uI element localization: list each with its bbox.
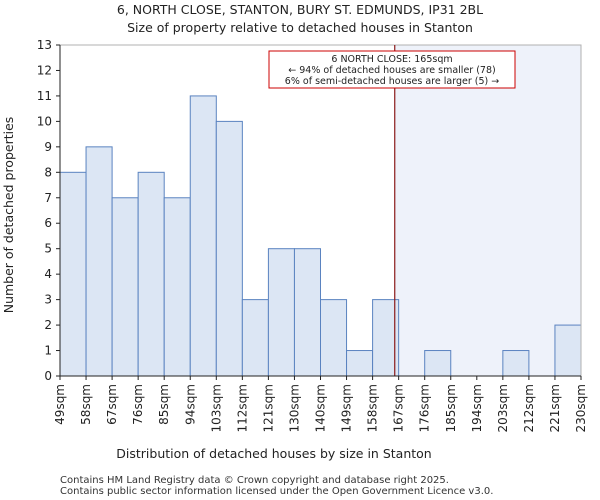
x-tick-label: 203sqm [496,384,510,432]
footer-line-1: Contains HM Land Registry data © Crown c… [60,475,449,486]
x-tick-label: 194sqm [470,384,484,432]
bar-130sqm [293,248,322,377]
y-tick-label: 8 [44,165,52,179]
x-tick-label: 149sqm [340,384,354,432]
footer-line-2: Contains public sector information licen… [60,486,493,497]
annotation-box: 6 NORTH CLOSE: 165sqm ← 94% of detached … [268,50,516,89]
x-tick-label: 158sqm [366,384,380,432]
x-tick-label: 49sqm [53,384,67,425]
bar-121sqm [267,248,295,377]
x-tick-label: 112sqm [235,384,249,432]
x-tick-label: 230sqm [574,384,588,432]
x-tick-label: 85sqm [157,384,171,425]
y-tick-label: 6 [44,216,52,230]
highlight-region [394,45,581,376]
x-tick-label: 121sqm [261,384,275,432]
bar-94sqm [189,95,217,377]
x-tick-label: 167sqm [392,384,406,432]
x-tick-label: 221sqm [548,384,562,432]
x-tick-label: 176sqm [418,384,432,432]
y-tick-label: 1 [44,344,52,358]
annotation-line-2: ← 94% of detached houses are smaller (78… [288,65,495,76]
bar-85sqm [163,197,191,377]
y-tick-label: 7 [44,191,52,205]
y-tick-label: 5 [44,242,52,256]
bar-221sqm [554,324,582,377]
x-axis-label: Distribution of detached houses by size … [116,446,431,461]
x-tick-label: 130sqm [287,384,301,432]
x-tick-label: 140sqm [314,384,328,432]
bar-140sqm [320,299,348,377]
chart-title-line-2: Size of property relative to detached ho… [127,20,473,35]
bar-76sqm [137,171,165,377]
bar-67sqm [111,197,139,377]
bar-103sqm [215,120,243,377]
y-tick-label: 13 [37,38,52,52]
bar-203sqm [502,350,530,377]
x-tick-label: 76sqm [131,384,145,425]
bar-149sqm [346,350,374,377]
annotation-line-1: 6 NORTH CLOSE: 165sqm [331,54,452,65]
x-tick-label: 103sqm [209,384,223,432]
chart-title-line-1: 6, NORTH CLOSE, STANTON, BURY ST. EDMUND… [117,2,483,17]
bar-49sqm [59,171,87,377]
bar-176sqm [424,350,452,377]
x-tick-label: 185sqm [444,384,458,432]
x-tick-label: 67sqm [105,384,119,425]
bar-58sqm [85,146,113,377]
x-tick-label: 212sqm [522,384,536,432]
y-tick-label: 2 [44,318,52,332]
y-tick-label: 11 [37,89,52,103]
bar-112sqm [241,299,269,377]
y-tick-label: 9 [44,140,52,154]
y-tick-label: 12 [37,63,52,77]
y-tick-label: 4 [44,267,52,281]
y-tick-label: 3 [44,293,52,307]
y-tick-label: 0 [44,369,52,383]
x-tick-label: 58sqm [79,384,93,425]
x-tick-label: 94sqm [183,384,197,425]
y-axis-label: Number of detached properties [1,117,16,314]
y-tick-label: 10 [37,114,52,128]
annotation-line-3: 6% of semi-detached houses are larger (5… [285,76,499,87]
